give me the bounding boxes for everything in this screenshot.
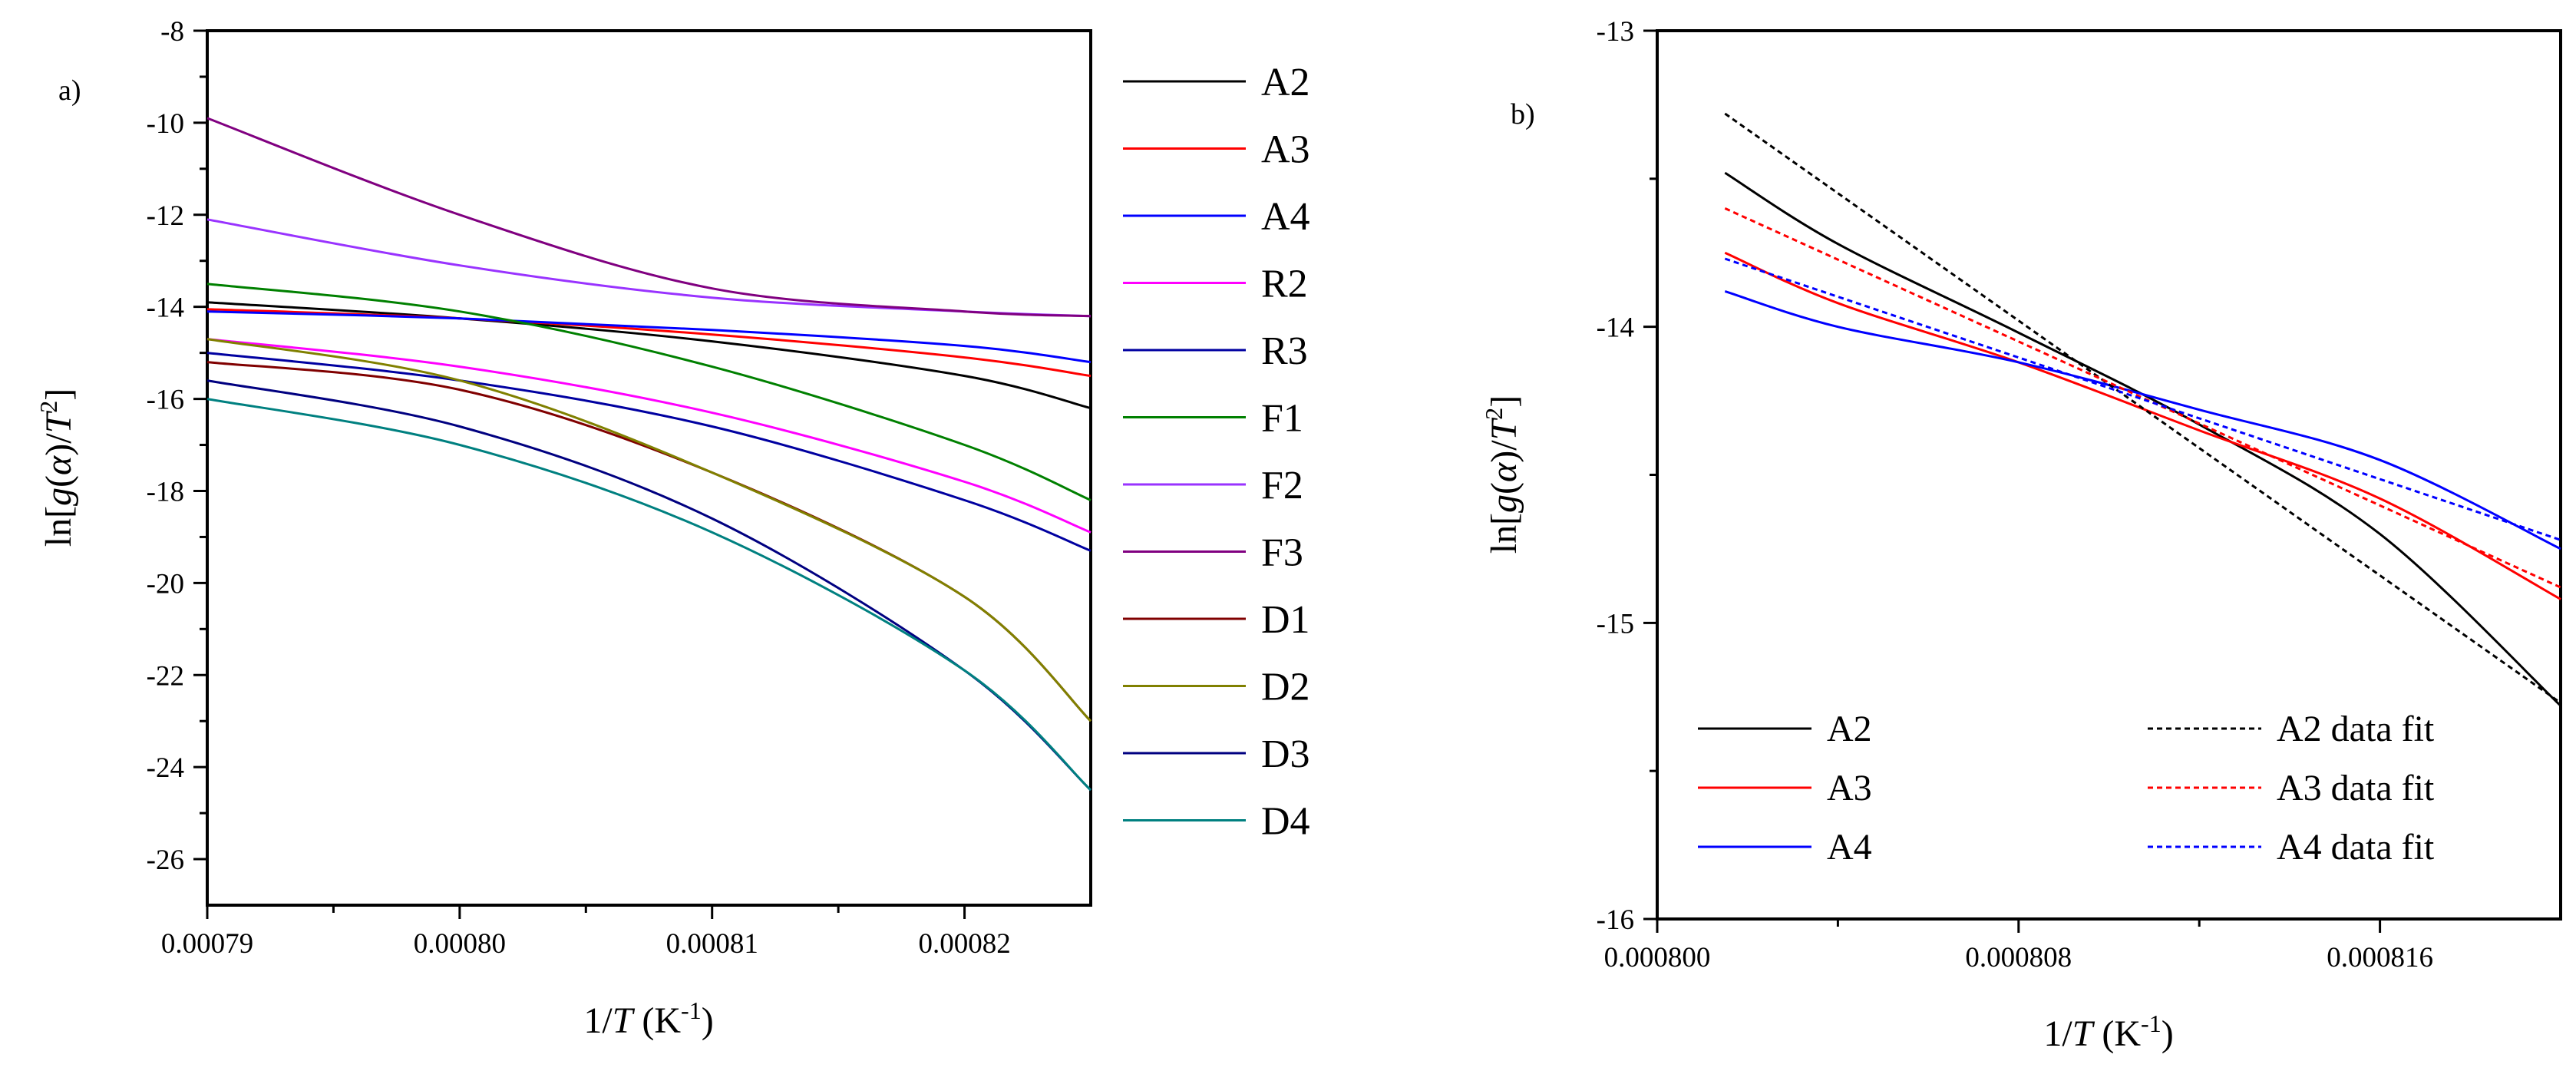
- panel-a-series: [206, 117, 1092, 792]
- panel-b-y-tick-label: -13: [1597, 16, 1634, 48]
- legend-label-a4: A4: [1827, 827, 1872, 868]
- series-r3-line: [206, 352, 1091, 552]
- panel-b-y-tick-label: -14: [1597, 312, 1634, 344]
- panel-a-y-tick-label: -18: [147, 476, 184, 507]
- series-a2-data-fit-line: [1724, 112, 2561, 704]
- legend-label-d3: D3: [1261, 732, 1310, 776]
- panel-a-y-axis-title: ln[g(α)/T2]: [35, 388, 79, 547]
- series-a2-line: [1724, 171, 2562, 707]
- legend-label-a2: A2: [1261, 61, 1310, 104]
- panel-a-x-tick-label: 0.00080: [414, 928, 506, 960]
- panel-b-series: [1724, 112, 2562, 707]
- panel-b-chart: b) 0.000800 0.000808 0.000816-16-15-14-13 …: [1480, 16, 2562, 1054]
- series-a3-line: [1724, 251, 2561, 600]
- series-a3-data-fit-line: [1724, 207, 2561, 589]
- legend-label-d4: D4: [1261, 800, 1310, 844]
- legend-label-f2: F2: [1261, 464, 1303, 507]
- panel-a-legend: A2 A3 A4 R2 R3 F1 F2 F3 D1 D2 D3 D4: [1123, 61, 1310, 844]
- panel-b-x-tick-label: 0.000808: [1965, 942, 2072, 973]
- panel-a-y-tick-label: -20: [147, 568, 184, 600]
- legend-label-a2: A2: [1827, 709, 1872, 749]
- legend-label-a3: A3: [1827, 768, 1872, 808]
- panel-a-y-tick-label: -12: [147, 200, 184, 232]
- panel-a-y-tick-label: -26: [147, 845, 184, 876]
- panel-a-y-tick-label: -10: [147, 108, 184, 140]
- panel-a-y-tick-label: -14: [147, 293, 184, 324]
- legend-label-a2-data-fit: A2 data fit: [2277, 709, 2435, 749]
- legend-label-a3-data-fit: A3 data fit: [2277, 768, 2435, 808]
- panel-a-label: a): [58, 74, 81, 107]
- panel-b-y-axis-title: ln[g(α)/T2]: [1480, 395, 1524, 554]
- panel-a-y-tick-label: -24: [147, 752, 184, 784]
- series-d2-line: [206, 338, 1092, 722]
- panel-b-x-tick-label: 0.000800: [1604, 942, 1711, 973]
- panel-a-x-tick-label: 0.00082: [918, 928, 1010, 960]
- series-a4-line: [1724, 289, 2561, 550]
- panel-a-chart: a) 0.00079 0.00080 0.00081 0.00082 -26 -24 -22…: [35, 16, 1310, 1041]
- panel-b-x-axis-title: 1/T (K-1): [2043, 1010, 2173, 1054]
- panel-b-legend: A2 A3 A4 A2 data fit A3 data fit A4 data fit: [1698, 709, 2435, 868]
- legend-label-f1: F1: [1261, 397, 1303, 441]
- series-d4-line: [206, 398, 1092, 792]
- panel-a-frame: [206, 29, 1092, 907]
- legend-label-a4: A4: [1261, 195, 1310, 239]
- legend-label-d1: D1: [1261, 598, 1310, 642]
- panel-a-x-axis-title: 1/T (K-1): [583, 997, 713, 1041]
- panel-b-x-tick-label: 0.000816: [2327, 942, 2433, 973]
- panel-b-y-tick-label: -16: [1597, 904, 1634, 936]
- legend-label-r3: R3: [1261, 329, 1308, 373]
- legend-label-d2: D2: [1261, 666, 1310, 709]
- series-r2-line: [206, 338, 1091, 534]
- panel-a-ticks: 0.00079 0.00080 0.00081 0.00082 -26 -24 -22 -20…: [147, 16, 1011, 960]
- series-f1-line: [206, 283, 1091, 501]
- legend-label-r2: R2: [1261, 263, 1308, 306]
- series-a2-line: [206, 301, 1091, 410]
- panel-b-y-tick-label: -15: [1597, 608, 1634, 640]
- series-f3-line: [206, 117, 1091, 318]
- legend-label-f3: F3: [1261, 531, 1303, 575]
- panel-b-label: b): [1511, 98, 1535, 131]
- panel-b-ticks: 0.000800 0.000808 0.000816 -16 -15 -14 -13: [1597, 16, 2433, 973]
- panel-a-y-tick-label: -8: [160, 16, 184, 48]
- panel-a-y-tick-label: -16: [147, 385, 184, 416]
- series-a4-line: [206, 310, 1091, 364]
- legend-label-a3: A3: [1261, 128, 1310, 172]
- panel-a-x-tick-label: 0.00081: [666, 928, 758, 960]
- panel-a-y-tick-label: -22: [147, 660, 184, 692]
- panel-a-x-tick-label: 0.00079: [161, 928, 253, 960]
- legend-label-a4-data-fit: A4 data fit: [2277, 827, 2435, 868]
